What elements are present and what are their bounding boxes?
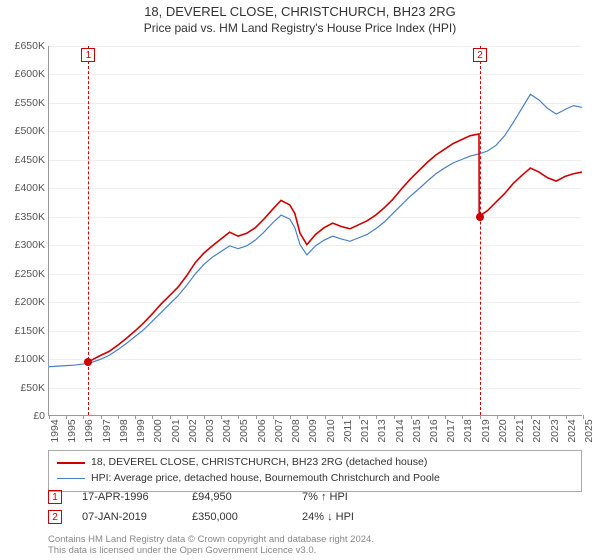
x-tick-label: 1995 (66, 419, 78, 442)
x-tick-label: 2013 (376, 419, 388, 442)
marker-dot (476, 213, 484, 221)
x-tick-label: 2000 (152, 419, 164, 442)
chart-title: 18, DEVEREL CLOSE, CHRISTCHURCH, BH23 2R… (0, 4, 600, 19)
transaction-list: 1 17-APR-1996 £94,950 7% ↑ HPI 2 07-JAN-2019 £… (48, 490, 582, 530)
transaction-date: 07-JAN-2019 (82, 511, 172, 523)
y-tick-label: £300K (3, 239, 45, 251)
legend-swatch (57, 462, 85, 464)
y-tick-label: £500K (3, 125, 45, 137)
y-tick-label: £100K (3, 353, 45, 365)
y-tick-label: £50K (3, 382, 45, 394)
chart-subtitle: Price paid vs. HM Land Registry's House … (0, 21, 600, 35)
legend-item: 18, DEVEREL CLOSE, CHRISTCHURCH, BH23 2R… (57, 455, 573, 471)
legend-item: HPI: Average price, detached house, Bour… (57, 471, 573, 487)
transaction-row: 2 07-JAN-2019 £350,000 24% ↓ HPI (48, 510, 582, 524)
x-tick-label: 2007 (273, 419, 285, 442)
x-tick-label: 1997 (101, 419, 113, 442)
legend-swatch (57, 478, 85, 480)
x-tick-label: 1998 (118, 419, 130, 442)
marker-label: 2 (473, 48, 487, 62)
legend-label: HPI: Average price, detached house, Bour… (91, 471, 440, 487)
transaction-row: 1 17-APR-1996 £94,950 7% ↑ HPI (48, 490, 582, 504)
y-tick-label: £350K (3, 211, 45, 223)
transaction-pct: 24% ↓ HPI (302, 511, 392, 523)
legend: 18, DEVEREL CLOSE, CHRISTCHURCH, BH23 2R… (48, 450, 582, 492)
x-tick-label: 1996 (83, 419, 95, 442)
x-tick-label: 2009 (307, 419, 319, 442)
chart-container: 18, DEVEREL CLOSE, CHRISTCHURCH, BH23 2R… (0, 0, 600, 560)
transaction-price: £94,950 (192, 491, 282, 503)
x-tick-label: 2022 (531, 419, 543, 442)
transaction-date: 17-APR-1996 (82, 491, 172, 503)
x-tick-label: 2014 (394, 419, 406, 442)
y-tick-label: £400K (3, 182, 45, 194)
x-tick-label: 2025 (583, 419, 595, 442)
x-tick-label: 2019 (480, 419, 492, 442)
y-tick-label: £250K (3, 268, 45, 280)
y-tick-label: £600K (3, 68, 45, 80)
x-tick-label: 2021 (514, 419, 526, 442)
x-tick-label: 2020 (497, 419, 509, 442)
line-layer (49, 46, 582, 415)
marker-label: 1 (81, 48, 95, 62)
title-block: 18, DEVEREL CLOSE, CHRISTCHURCH, BH23 2R… (0, 0, 600, 35)
transaction-price: £350,000 (192, 511, 282, 523)
x-tick-label: 2003 (204, 419, 216, 442)
x-tick-label: 1994 (49, 419, 61, 442)
x-tick-label: 1999 (135, 419, 147, 442)
x-tick-label: 2001 (170, 419, 182, 442)
x-tick-label: 2010 (325, 419, 337, 442)
x-tick-label: 2018 (462, 419, 474, 442)
attribution: Contains HM Land Registry data © Crown c… (48, 534, 374, 556)
series-hpi (49, 94, 582, 366)
x-tick-label: 2012 (359, 419, 371, 442)
x-tick-label: 2023 (549, 419, 561, 442)
y-tick-label: £550K (3, 97, 45, 109)
x-tick-label: 2002 (187, 419, 199, 442)
x-tick-label: 2016 (428, 419, 440, 442)
x-tick-label: 2011 (342, 420, 354, 443)
series-price_paid (88, 134, 582, 361)
y-tick-label: £200K (3, 296, 45, 308)
x-tick-label: 2008 (290, 419, 302, 442)
transaction-pct: 7% ↑ HPI (302, 491, 392, 503)
marker-dot (84, 358, 92, 366)
x-tick-label: 2006 (256, 419, 268, 442)
y-tick-label: £450K (3, 154, 45, 166)
x-tick-label: 2004 (221, 419, 233, 442)
y-tick-label: £650K (3, 40, 45, 52)
legend-label: 18, DEVEREL CLOSE, CHRISTCHURCH, BH23 2R… (91, 455, 427, 471)
y-tick-label: £150K (3, 325, 45, 337)
attribution-line: Contains HM Land Registry data © Crown c… (48, 534, 374, 545)
attribution-line: This data is licensed under the Open Gov… (48, 545, 374, 556)
transaction-marker: 1 (48, 490, 62, 504)
transaction-marker: 2 (48, 510, 62, 524)
x-tick-label: 2024 (566, 419, 578, 442)
x-tick-label: 2005 (238, 419, 250, 442)
plot-area: £0£50K£100K£150K£200K£250K£300K£350K£400… (48, 46, 582, 416)
x-tick-label: 2017 (445, 419, 457, 442)
x-tick-label: 2015 (411, 419, 423, 442)
y-tick-label: £0 (3, 410, 45, 422)
